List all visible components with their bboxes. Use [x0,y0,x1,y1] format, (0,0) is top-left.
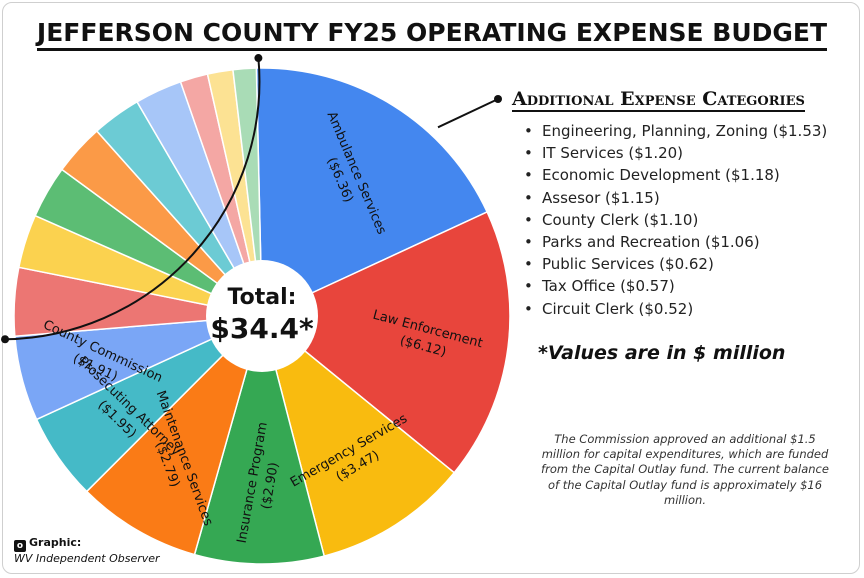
list-item: County Clerk ($1.10) [524,209,862,231]
credit-source: WV Independent Observer [14,552,160,565]
list-item: IT Services ($1.20) [524,142,862,164]
list-item: Assesor ($1.15) [524,187,862,209]
additional-categories-panel: Additional Expense Categories Engineerin… [512,88,862,320]
bracket-endpoint-dot [254,54,263,63]
list-item: Engineering, Planning, Zoning ($1.53) [524,120,862,142]
list-item: Economic Development ($1.18) [524,164,862,186]
additional-categories-list: Engineering, Planning, Zoning ($1.53) IT… [512,120,862,320]
center-total-label: Total: [228,285,297,310]
publisher-logo-icon: o [14,540,26,552]
footnote: The Commission approved an additional $1… [541,432,829,507]
bracket-endpoint-dot [1,335,10,344]
pie-center-hole [206,260,318,372]
list-item: Circuit Clerk ($0.52) [524,298,862,320]
additional-categories-heading: Additional Expense Categories [512,88,805,112]
leader-line [437,99,497,129]
list-item: Parks and Recreation ($1.06) [524,231,862,253]
pie-slice [85,313,264,556]
pie-slice [255,67,489,318]
credit-label: Graphic: [29,536,82,549]
list-item: Tax Office ($0.57) [524,275,862,297]
bracket-arc [5,57,261,341]
leader-endpoint-dot [494,95,502,103]
center-total-value: $34.4* [210,312,314,345]
graphic-credit: o Graphic: WV Independent Observer [14,536,160,566]
chart-title: JEFFERSON COUNTY FY25 OPERATING EXPENSE … [0,18,864,51]
unit-note: *Values are in $ million [538,342,786,364]
pie-slice [260,210,511,474]
list-item: Public Services ($0.62) [524,253,862,275]
pie-slice [260,313,456,557]
pie-slice [193,313,326,565]
